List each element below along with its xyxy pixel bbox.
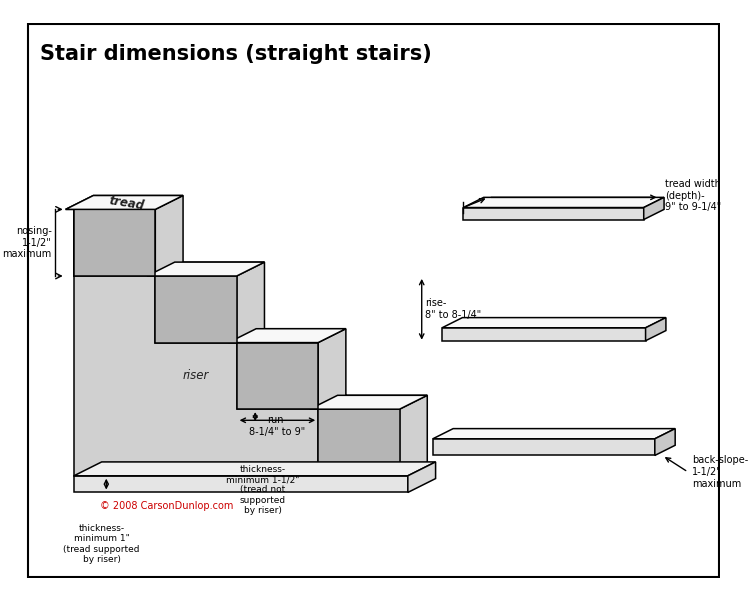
Polygon shape <box>310 395 427 409</box>
Polygon shape <box>228 329 346 343</box>
Polygon shape <box>463 197 664 207</box>
Polygon shape <box>65 195 183 209</box>
Text: tread width
(depth)-
9" to 9-1/4": tread width (depth)- 9" to 9-1/4" <box>665 179 721 212</box>
Text: riser: riser <box>182 370 210 382</box>
Polygon shape <box>101 195 346 462</box>
Polygon shape <box>463 207 644 219</box>
Polygon shape <box>442 328 646 341</box>
Polygon shape <box>228 329 346 343</box>
Text: nosing-
1-1/2"
maximum: nosing- 1-1/2" maximum <box>2 226 52 259</box>
Polygon shape <box>74 462 436 476</box>
Polygon shape <box>147 262 264 276</box>
Polygon shape <box>400 395 427 476</box>
Text: thickness-
minimum 1-1/2"
(tread not
supported
by riser): thickness- minimum 1-1/2" (tread not sup… <box>226 465 300 515</box>
Polygon shape <box>74 209 155 276</box>
Polygon shape <box>433 439 655 456</box>
Polygon shape <box>155 276 237 343</box>
Text: thickness-
minimum 1"
(tread supported
by riser): thickness- minimum 1" (tread supported b… <box>63 524 140 564</box>
Text: Stair dimensions (straight stairs): Stair dimensions (straight stairs) <box>40 44 431 64</box>
Polygon shape <box>74 476 408 492</box>
Text: tread: tread <box>107 194 145 213</box>
Polygon shape <box>442 317 666 328</box>
Polygon shape <box>646 317 666 341</box>
Polygon shape <box>310 395 427 409</box>
Polygon shape <box>155 195 183 276</box>
Polygon shape <box>318 409 400 476</box>
Polygon shape <box>433 429 675 439</box>
Polygon shape <box>655 429 675 456</box>
Polygon shape <box>644 197 664 219</box>
Polygon shape <box>74 209 318 476</box>
Text: © 2008 CarsonDunlop.com: © 2008 CarsonDunlop.com <box>100 501 234 511</box>
Polygon shape <box>408 462 436 492</box>
Polygon shape <box>318 329 346 409</box>
Text: rise-
8" to 8-1/4": rise- 8" to 8-1/4" <box>425 299 481 320</box>
Polygon shape <box>237 343 318 409</box>
Polygon shape <box>147 262 264 276</box>
Text: back-slope-
1-1/2"
maximum: back-slope- 1-1/2" maximum <box>692 456 748 489</box>
Text: run-
8-1/4" to 9": run- 8-1/4" to 9" <box>249 415 306 437</box>
Polygon shape <box>237 262 264 343</box>
Polygon shape <box>65 195 183 209</box>
